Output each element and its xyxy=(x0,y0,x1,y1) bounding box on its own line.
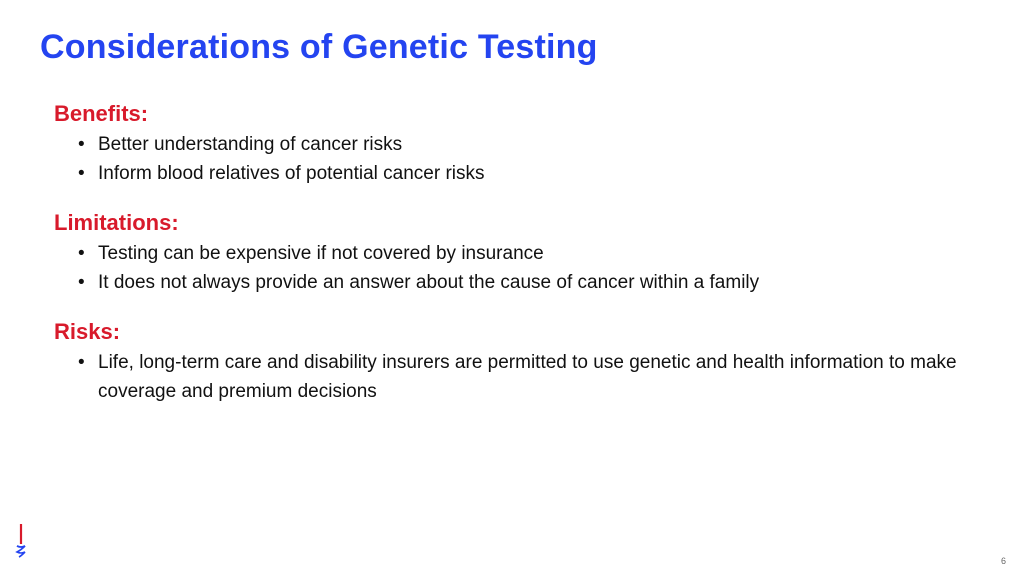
section-heading: Benefits: xyxy=(54,101,984,127)
caduceus-icon xyxy=(14,524,28,558)
bullet-list: Life, long-term care and disability insu… xyxy=(54,349,984,406)
section-risks: Risks: Life, long-term care and disabili… xyxy=(54,319,984,406)
bullet-list: Testing can be expensive if not covered … xyxy=(54,240,984,297)
page-number: 6 xyxy=(1001,556,1006,566)
content-area: Benefits: Better understanding of cancer… xyxy=(40,101,984,406)
slide-title: Considerations of Genetic Testing xyxy=(40,28,984,67)
section-limitations: Limitations: Testing can be expensive if… xyxy=(54,210,984,297)
bullet-item: Life, long-term care and disability insu… xyxy=(98,349,984,406)
section-benefits: Benefits: Better understanding of cancer… xyxy=(54,101,984,188)
bullet-list: Better understanding of cancer risks Inf… xyxy=(54,131,984,188)
slide: Considerations of Genetic Testing Benefi… xyxy=(0,0,1024,576)
bullet-item: Better understanding of cancer risks xyxy=(98,131,984,160)
bullet-item: Testing can be expensive if not covered … xyxy=(98,240,984,269)
bullet-item: Inform blood relatives of potential canc… xyxy=(98,160,984,189)
section-heading: Risks: xyxy=(54,319,984,345)
section-heading: Limitations: xyxy=(54,210,984,236)
bullet-item: It does not always provide an answer abo… xyxy=(98,269,984,298)
